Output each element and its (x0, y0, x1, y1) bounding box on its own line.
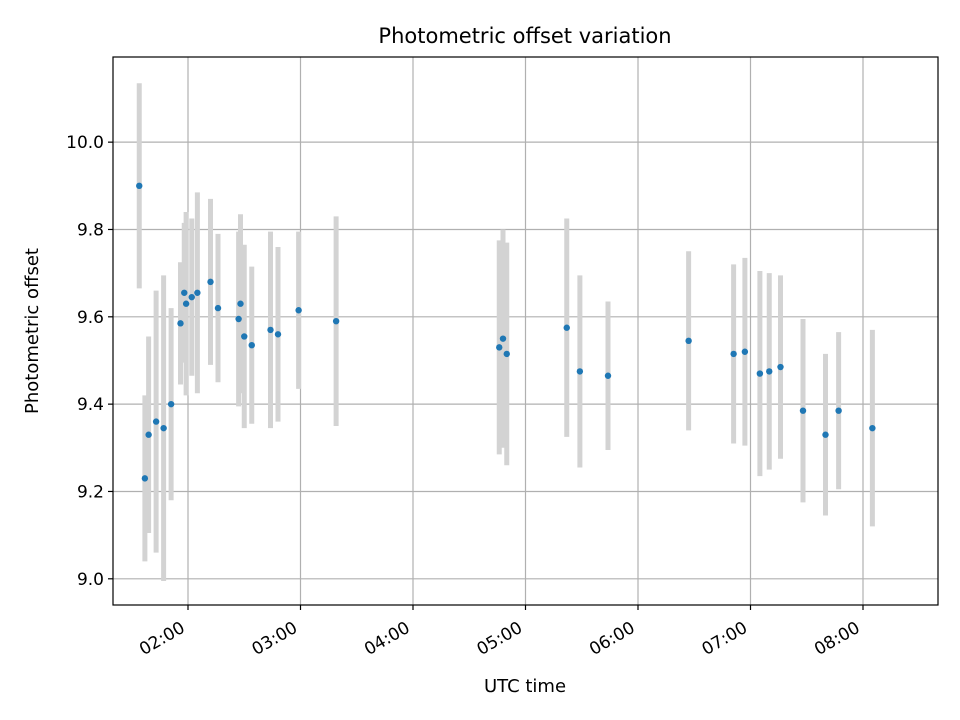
data-point (563, 324, 570, 331)
data-point (141, 475, 149, 482)
data-point (181, 289, 188, 296)
y-tick-label: 9.6 (77, 308, 104, 328)
data-point (499, 335, 507, 342)
data-point (756, 370, 764, 377)
chart-title: Photometric offset variation (378, 24, 671, 48)
data-point (177, 320, 184, 327)
data-point (274, 331, 282, 338)
y-tick-label: 9.0 (77, 570, 104, 590)
data-point (799, 407, 807, 414)
y-tick-label: 9.4 (77, 395, 104, 415)
data-point (214, 304, 222, 312)
y-tick-label: 9.8 (77, 220, 104, 240)
data-point (237, 300, 244, 307)
data-point (267, 326, 274, 334)
data-point (835, 407, 842, 414)
data-point (685, 337, 692, 345)
data-point (248, 341, 255, 349)
data-point (167, 400, 175, 408)
data-points (136, 182, 876, 482)
data-point (332, 317, 340, 325)
y-tick-label: 10.0 (66, 133, 104, 153)
data-point (730, 350, 737, 358)
data-point (207, 278, 214, 286)
data-point (182, 300, 190, 307)
data-point (741, 348, 749, 355)
data-point (194, 289, 201, 296)
data-point (241, 333, 248, 340)
data-point (869, 424, 876, 432)
data-point (503, 350, 510, 358)
y-axis-ticks: 9.0 9.2 9.4 9.6 9.8 10.0 (66, 133, 113, 590)
data-point (604, 372, 612, 379)
y-tick-label: 9.2 (77, 482, 104, 502)
data-point (496, 344, 503, 351)
data-point (822, 431, 829, 438)
data-point (235, 315, 242, 323)
data-point (188, 293, 195, 301)
data-point (576, 368, 584, 375)
y-axis-label: Photometric offset (22, 248, 43, 414)
data-point (145, 431, 152, 438)
data-point (295, 307, 302, 314)
data-point (777, 363, 784, 371)
data-point (152, 418, 160, 425)
data-point (136, 182, 143, 190)
data-point (160, 424, 167, 432)
x-axis-label: UTC time (484, 676, 566, 697)
data-point (766, 368, 773, 375)
